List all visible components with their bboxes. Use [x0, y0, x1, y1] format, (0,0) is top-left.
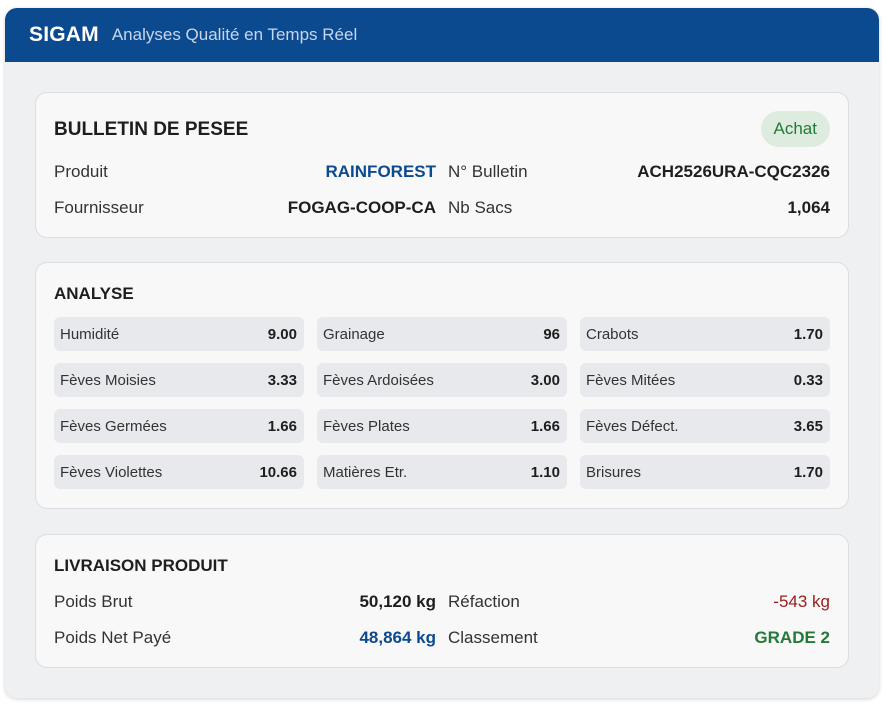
analyse-cell-value: 0.33 — [793, 371, 823, 389]
analyse-cell-value: 3.00 — [530, 371, 560, 389]
bulletin-row-1: Produit RAINFOREST N° Bulletin ACH2526UR… — [54, 160, 830, 184]
analyse-grid: Humidité 9.00 Grainage 96 Crabots 1.70 F… — [54, 317, 830, 489]
analyse-cell-value: 1.66 — [267, 417, 297, 435]
refaction-label: Réfaction — [448, 592, 520, 611]
produit-field: Produit RAINFOREST — [54, 160, 436, 184]
fournisseur-label: Fournisseur — [54, 198, 144, 217]
poids-net-field: Poids Net Payé 48,864 kg — [54, 626, 436, 650]
analyse-cell-label: Fèves Défect. — [586, 417, 679, 435]
livraison-card: LIVRAISON PRODUIT Poids Brut 50,120 kg R… — [35, 534, 849, 668]
analyse-cell-value: 1.70 — [793, 463, 823, 481]
livraison-row-2: Poids Net Payé 48,864 kg Classement GRAD… — [54, 626, 830, 650]
analyse-cell-label: Grainage — [323, 325, 385, 343]
analyse-cell-value: 1.66 — [530, 417, 560, 435]
bulletin-card: BULLETIN DE PESEE Achat Produit RAINFORE… — [35, 92, 849, 238]
fournisseur-field: Fournisseur FOGAG-COOP-CA — [54, 196, 436, 220]
refaction-field: Réfaction -543 kg — [448, 590, 830, 614]
analyse-cell-value: 1.70 — [793, 325, 823, 343]
analyse-cell-label: Crabots — [586, 325, 639, 343]
fournisseur-value: FOGAG-COOP-CA — [287, 198, 436, 217]
analyse-cell-label: Brisures — [586, 463, 642, 481]
poids-net-label: Poids Net Payé — [54, 628, 172, 647]
analyse-cell-feves-germees: Fèves Germées 1.66 — [54, 409, 304, 443]
livraison-row-1: Poids Brut 50,120 kg Réfaction -543 kg — [54, 590, 830, 614]
analyse-cell-humidite: Humidité 9.00 — [54, 317, 304, 351]
bulletin-row-2: Fournisseur FOGAG-COOP-CA Nb Sacs 1,064 — [54, 196, 830, 220]
bulletin-title: BULLETIN DE PESEE — [54, 119, 249, 140]
analyse-cell-value: 9.00 — [267, 325, 297, 343]
app-brand: SIGAM — [29, 23, 99, 46]
analyse-cell-value: 96 — [543, 325, 560, 343]
analyse-card: ANALYSE Humidité 9.00 Grainage 96 Crabot… — [35, 262, 849, 509]
transaction-type-badge: Achat — [760, 111, 830, 147]
analyse-cell-value: 3.33 — [267, 371, 297, 389]
refaction-value: -543 kg — [773, 592, 830, 611]
analyse-cell-label: Fèves Ardoisées — [323, 371, 434, 389]
analyse-cell-value: 10.66 — [259, 463, 297, 481]
analyse-cell-value: 1.10 — [530, 463, 560, 481]
analyse-cell-label: Fèves Germées — [60, 417, 167, 435]
bulletin-number-field: N° Bulletin ACH2526URA-CQC2326 — [448, 160, 830, 184]
poids-brut-label: Poids Brut — [54, 592, 133, 611]
poids-brut-value: 50,120 kg — [359, 592, 436, 611]
analyse-cell-label: Fèves Mitées — [586, 371, 676, 389]
analyse-cell-feves-violettes: Fèves Violettes 10.66 — [54, 455, 304, 489]
poids-net-value: 48,864 kg — [359, 628, 436, 647]
analyse-title: ANALYSE — [54, 284, 134, 303]
app-window: SIGAM Analyses Qualité en Temps Réel BUL… — [5, 8, 879, 698]
app-header: SIGAM Analyses Qualité en Temps Réel — [5, 8, 879, 62]
classement-field: Classement GRADE 2 — [448, 626, 830, 650]
analyse-cell-feves-ardoisees: Fèves Ardoisées 3.00 — [317, 363, 567, 397]
nb-sacs-field: Nb Sacs 1,064 — [448, 196, 830, 220]
analyse-cell-crabots: Crabots 1.70 — [580, 317, 830, 351]
analyse-cell-label: Fèves Plates — [323, 417, 410, 435]
analyse-cell-label: Fèves Violettes — [60, 463, 163, 481]
analyse-cell-label: Humidité — [60, 325, 120, 343]
poids-brut-field: Poids Brut 50,120 kg — [54, 590, 436, 614]
analyse-cell-feves-mitees: Fèves Mitées 0.33 — [580, 363, 830, 397]
nb-sacs-value: 1,064 — [787, 198, 830, 217]
analyse-cell-feves-moisies: Fèves Moisies 3.33 — [54, 363, 304, 397]
analyse-cell-grainage: Grainage 96 — [317, 317, 567, 351]
classement-label: Classement — [448, 628, 538, 647]
analyse-cell-matieres-etr: Matières Etr. 1.10 — [317, 455, 567, 489]
analyse-cell-brisures: Brisures 1.70 — [580, 455, 830, 489]
bulletin-number-label: N° Bulletin — [448, 162, 528, 181]
produit-value: RAINFOREST — [325, 162, 437, 181]
livraison-title: LIVRAISON PRODUIT — [54, 556, 228, 575]
app-subtitle: Analyses Qualité en Temps Réel — [111, 25, 358, 44]
classement-value: GRADE 2 — [754, 628, 830, 647]
analyse-cell-value: 3.65 — [793, 417, 823, 435]
analyse-cell-label: Matières Etr. — [323, 463, 408, 481]
analyse-cell-feves-plates: Fèves Plates 1.66 — [317, 409, 567, 443]
bulletin-number-value: ACH2526URA-CQC2326 — [637, 162, 830, 181]
analyse-cell-label: Fèves Moisies — [60, 371, 156, 389]
analyse-cell-feves-defect: Fèves Défect. 3.65 — [580, 409, 830, 443]
nb-sacs-label: Nb Sacs — [448, 198, 513, 217]
produit-label: Produit — [54, 162, 108, 181]
